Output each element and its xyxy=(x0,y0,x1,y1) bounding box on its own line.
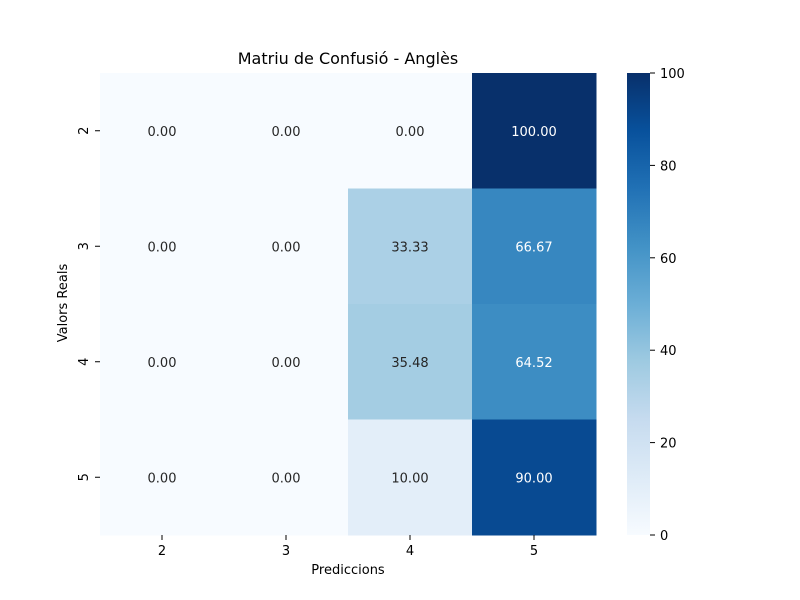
heatmap-cell xyxy=(224,419,349,536)
heatmap-cell xyxy=(100,188,225,305)
x-tick-label: 3 xyxy=(282,544,290,559)
heatmap-cell-labels: 0.00 0.00 0.00 100.00 0.00 0.00 33.33 66.67 0.00… xyxy=(148,125,557,487)
x-tick-label: 2 xyxy=(158,544,166,559)
heatmap-cell xyxy=(348,304,473,420)
cell-value-label: 64.52 xyxy=(515,356,552,371)
cell-value-label: 0.00 xyxy=(272,356,301,371)
cell-value-label: 0.00 xyxy=(148,240,177,255)
cell-value-label: 35.48 xyxy=(391,356,428,371)
cell-value-label: 90.00 xyxy=(515,471,552,486)
colorbar-tick-label: 40 xyxy=(660,344,677,359)
heatmap-cell xyxy=(472,73,597,189)
colorbar-ticks: 0 20 40 60 80 100 xyxy=(650,67,685,544)
cell-value-label: 10.00 xyxy=(391,471,428,486)
colorbar-tick-label: 60 xyxy=(660,252,677,267)
heatmap-cell xyxy=(224,304,349,420)
cell-value-label: 0.00 xyxy=(272,125,301,140)
heatmap-cell xyxy=(100,73,225,189)
colorbar xyxy=(627,73,650,535)
colorbar-tick-label: 20 xyxy=(660,437,677,452)
heatmap-cell xyxy=(224,73,349,189)
cell-value-label: 0.00 xyxy=(272,471,301,486)
x-tick-label: 5 xyxy=(530,544,538,559)
y-tick-label: 4 xyxy=(77,358,92,366)
cell-value-label: 66.67 xyxy=(515,240,552,255)
heatmap-cell xyxy=(348,73,473,189)
heatmap-cells xyxy=(100,73,597,536)
heatmap-cell xyxy=(100,304,225,420)
cell-value-label: 0.00 xyxy=(148,125,177,140)
heatmap-cell xyxy=(100,419,225,536)
x-axis-label: Prediccions xyxy=(311,563,385,578)
heatmap-cell xyxy=(348,188,473,305)
cell-value-label: 0.00 xyxy=(148,471,177,486)
cell-value-label: 33.33 xyxy=(391,240,428,255)
heatmap-cell xyxy=(348,419,473,536)
heatmap-cell xyxy=(472,304,597,420)
x-tick-label: 4 xyxy=(406,544,414,559)
y-tick-label: 5 xyxy=(77,473,92,481)
chart-title: Matriu de Confusió - Anglès xyxy=(238,49,458,68)
colorbar-tick-label: 100 xyxy=(660,67,685,82)
heatmap-cell xyxy=(224,188,349,305)
heatmap-cell xyxy=(472,419,597,536)
colorbar-tick-label: 0 xyxy=(660,529,668,544)
heatmap-cell xyxy=(472,188,597,305)
colorbar-tick-label: 80 xyxy=(660,159,677,174)
y-tick-label: 3 xyxy=(77,242,92,250)
cell-value-label: 0.00 xyxy=(148,356,177,371)
cell-value-label: 0.00 xyxy=(396,125,425,140)
y-tick-label: 2 xyxy=(77,127,92,135)
x-axis-ticks: 2 3 4 5 xyxy=(158,535,538,559)
cell-value-label: 0.00 xyxy=(272,240,301,255)
y-axis-ticks: 2 3 4 5 xyxy=(77,127,100,481)
cell-value-label: 100.00 xyxy=(511,125,557,140)
y-axis-label: Valors Reals xyxy=(56,264,71,343)
